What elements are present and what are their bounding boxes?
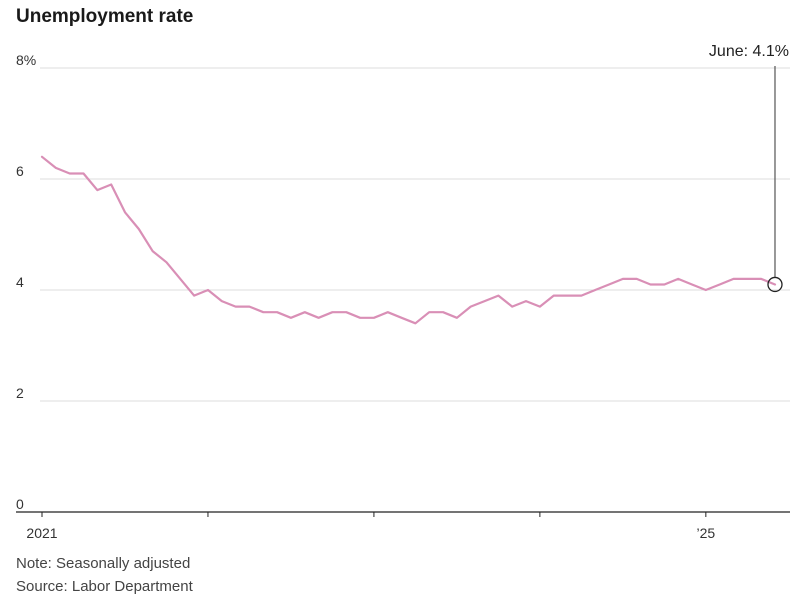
chart-title: Unemployment rate xyxy=(16,6,194,27)
chart-note: Note: Seasonally adjusted xyxy=(16,555,191,572)
series-line-0 xyxy=(40,155,777,325)
series-group xyxy=(40,155,777,325)
annotation-group: June: 4.1% xyxy=(709,43,789,293)
chart-source: Source: Labor Department xyxy=(16,578,193,595)
x-tick-label-0: 2021 xyxy=(26,525,57,541)
annotation-marker xyxy=(767,276,783,293)
y-tick-label-8: 8% xyxy=(16,52,36,68)
x-tick-label-4: ’25 xyxy=(696,525,715,541)
x-axis: 2021 ’25 xyxy=(16,511,790,541)
annotation-label: June: 4.1% xyxy=(709,43,789,60)
y-tick-label-0: 0 xyxy=(16,496,24,512)
y-tick-label-6: 6 xyxy=(16,163,24,179)
y-tick-label-2: 2 xyxy=(16,385,24,401)
y-axis-labels: 8% 6 4 2 0 xyxy=(16,52,36,512)
gridlines xyxy=(40,67,790,402)
y-tick-label-4: 4 xyxy=(16,274,24,290)
